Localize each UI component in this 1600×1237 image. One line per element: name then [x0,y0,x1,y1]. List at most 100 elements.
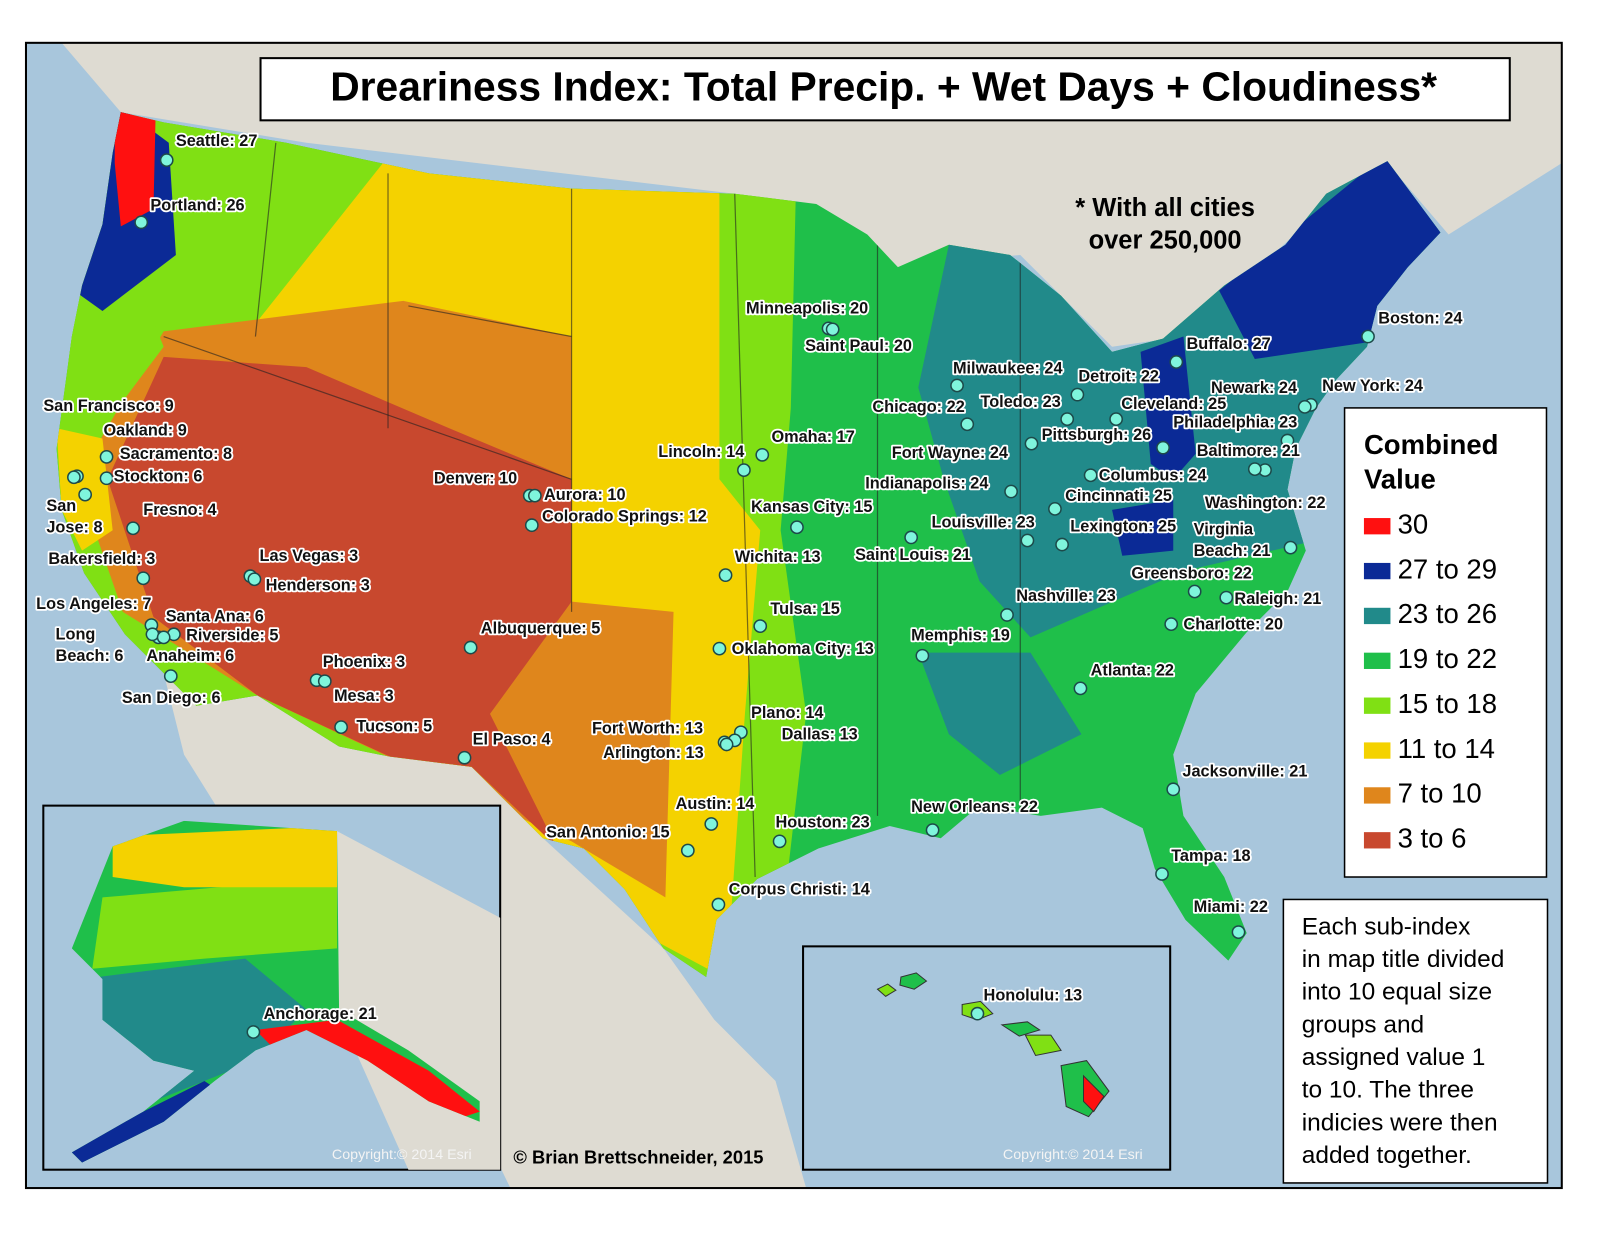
city-label: Plano: 14 [751,704,823,722]
city-dot [1055,537,1069,552]
explanation-line: Each sub-index [1302,913,1471,940]
city-dot [156,630,171,645]
city-dot [925,823,940,837]
legend-swatch [1363,742,1391,759]
city-label: Corpus Christi: 14 [729,881,870,899]
city-label: Houston: 23 [776,813,870,831]
city-dot [99,471,114,486]
city-label: Wichita: 13 [735,548,821,566]
city-dot [1083,468,1098,483]
city-label: Seattle: 27 [176,132,258,150]
city-label: Anaheim: 6 [146,647,234,665]
map-zone [1140,336,1196,480]
island [1024,1034,1062,1057]
city-label: New Orleans: 22 [911,798,1038,816]
city-layer: Seattle: 27 Portland: 26 San Francisco: 9 O… [34,130,1464,1039]
city-dot [825,322,840,337]
city-label: Jose: 8 [46,519,102,537]
city-label: Beach: 21 [1194,542,1271,560]
explanation-line: into 10 equal size [1302,979,1492,1006]
city-dot [1155,867,1169,881]
city-label: Fresno: 4 [143,501,216,519]
city-label: Los Angeles: 7 [36,595,151,613]
city-dot [527,488,542,503]
note: over 250,000 [1089,226,1242,254]
city-dot [1283,540,1298,555]
city-dot [247,572,262,587]
city-label: Honolulu: 13 [984,987,1083,1005]
city-dot [1004,484,1018,499]
legend-label: 23 to 26 [1398,598,1497,629]
city-label: Boston: 24 [1378,310,1462,328]
city-dot [246,1025,261,1039]
city-dot [712,641,727,656]
city-dot [463,640,478,655]
city-dot [718,568,733,583]
city-label: San Francisco: 9 [43,397,173,415]
city-dot [755,447,770,462]
legend-swatch [1363,652,1391,669]
city-label: Sacramento: 8 [120,445,232,463]
city-dot [457,750,472,765]
city-label: Tampa: 18 [1171,847,1250,865]
city-label: Columbus: 24 [1099,467,1207,485]
map-zone [918,652,1082,776]
city-dot [970,1006,985,1021]
legend-swatch [1363,607,1391,625]
city-dot [126,521,140,536]
city-dot [1166,782,1181,797]
state-line [163,335,572,480]
explanation-line: in map title divided [1302,946,1505,973]
city-dot [960,417,975,432]
city-dot [950,378,964,393]
legend-label: 30 [1398,508,1429,539]
city-dot [1247,462,1262,476]
city-dot [317,674,332,689]
city-label: Anchorage: 21 [264,1005,377,1023]
city-label: Portland: 26 [150,196,244,214]
explanation-box [1282,898,1549,1184]
city-dot [1156,440,1170,455]
state-line [254,142,277,337]
city-label: Charlotte: 20 [1183,615,1283,633]
island [1000,1021,1041,1037]
city-label: Albuquerque: 5 [481,620,601,638]
city-dot [904,530,919,545]
legend-swatch [1363,787,1391,804]
hawaii-map [876,972,1110,1118]
city-label: Las Vegas: 3 [260,547,359,565]
island [899,972,928,990]
city-dot [737,463,751,478]
city-label: Oakland: 9 [103,422,186,440]
city-label: Virginia [1194,521,1254,539]
city-dot [67,470,81,485]
city-dot [1361,329,1375,344]
city-label: Minneapolis: 20 [746,299,868,317]
city-label: Dallas: 13 [782,726,858,744]
map-zone [112,826,338,888]
city-dot [704,817,719,831]
city-dot [1060,412,1075,427]
city-dot [134,215,149,230]
hawaii-inset [802,945,1172,1171]
city-label: Indianapolis: 24 [865,475,988,493]
city-dot [145,627,160,642]
city-label: Tucson: 5 [356,717,432,735]
city-label: Louisville: 23 [932,513,1035,531]
explanation-line: added together. [1302,1142,1472,1169]
legend-swatch [1363,832,1391,849]
city-label: Atlanta: 22 [1091,661,1174,679]
city-label: Pittsburgh: 26 [1042,426,1152,444]
legend-label: 19 to 22 [1398,643,1497,674]
city-dot [1231,925,1246,939]
map-zone [61,285,164,429]
city-label: Lincoln: 14 [658,443,744,461]
basemap-credit: Copyright:© 2014 Esri [332,1147,472,1163]
city-label: Memphis: 19 [911,627,1010,645]
island [1082,1074,1105,1113]
city-dot [1020,533,1035,548]
city-label: San [46,497,76,515]
legend-label: 15 to 18 [1398,688,1497,719]
explanation-line: assigned value 1 [1302,1044,1486,1071]
